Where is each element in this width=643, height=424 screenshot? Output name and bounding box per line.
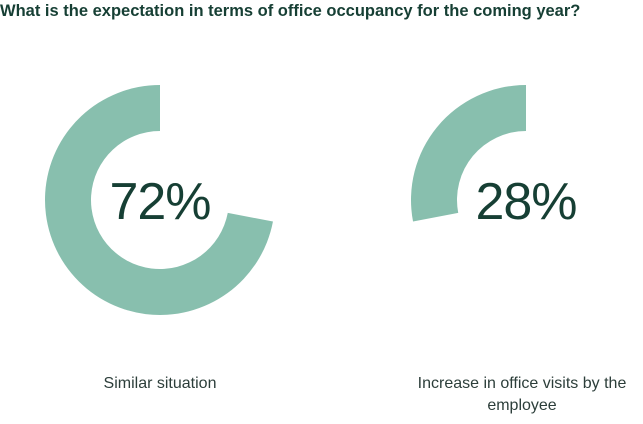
caption-similar-situation: Similar situation (103, 375, 217, 392)
percentage-label-similar-situation: 72% (109, 173, 211, 231)
donut-slice-increase-office-visits (411, 85, 526, 222)
caption-increase-office-visits: Increase in office visits by the employe… (417, 375, 627, 414)
percentage-label-increase-office-visits: 28% (475, 173, 577, 231)
donut-chart-similar-situation (44, 85, 273, 315)
chart-title: What is the expectation in terms of offi… (0, 2, 581, 20)
donut-chart-increase-office-visits (411, 85, 526, 222)
donut-slice-similar-situation (44, 85, 273, 315)
